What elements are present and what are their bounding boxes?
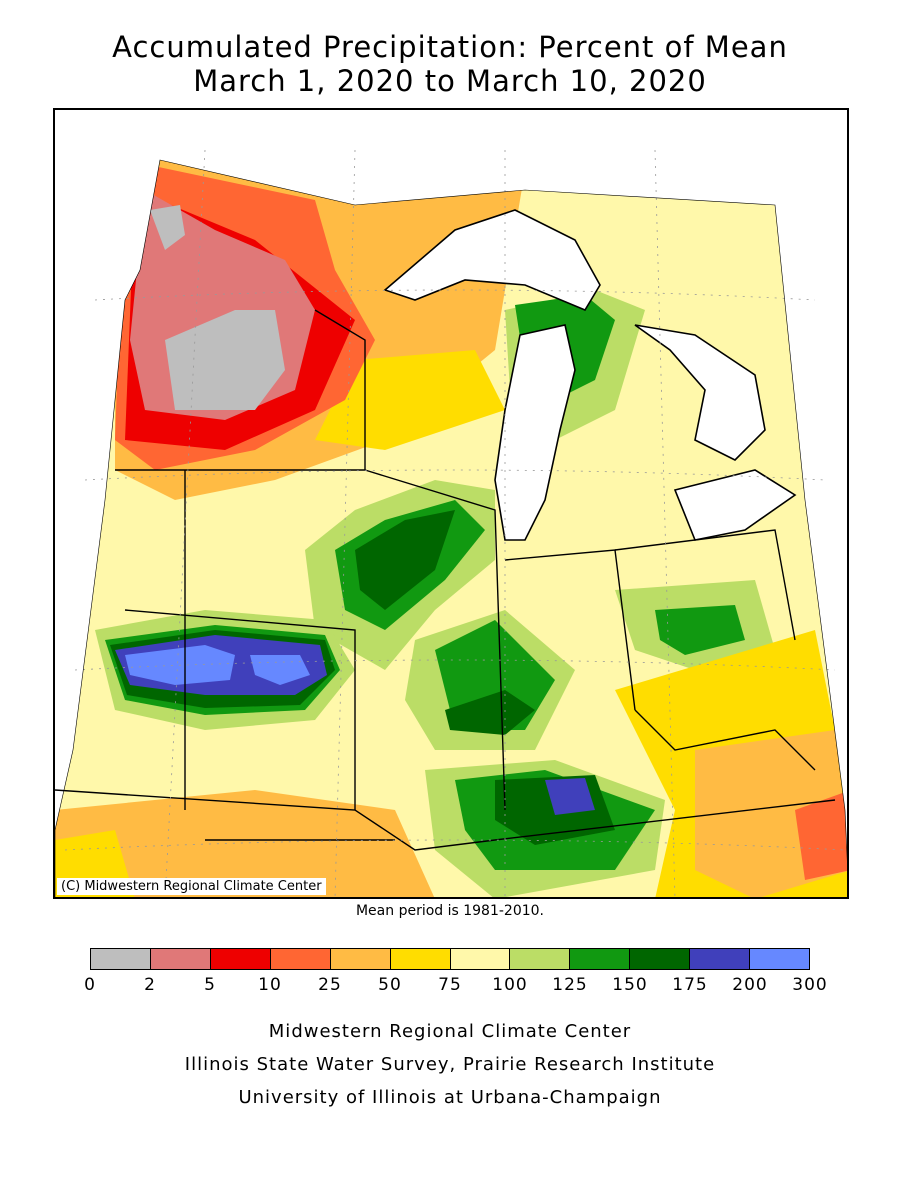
mean-period-note: Mean period is 1981-2010. <box>355 903 545 919</box>
legend-swatch-7 <box>510 949 571 969</box>
legend-swatch-4 <box>330 949 391 969</box>
map-title-line2: March 1, 2020 to March 10, 2020 <box>193 64 707 98</box>
legend-tick-25: 25 <box>318 975 342 995</box>
legend-tick-5: 5 <box>204 975 216 995</box>
legend-tick-2: 2 <box>144 975 156 995</box>
map-canvas <box>55 149 847 897</box>
legend-tick-0: 0 <box>84 975 96 995</box>
footer-line3: University of Illinois at Urbana-Champai… <box>238 1087 662 1108</box>
legend-tick-300: 300 <box>792 975 828 995</box>
legend-tick-10: 10 <box>258 975 282 995</box>
map-title-line1: Accumulated Precipitation: Percent of Me… <box>112 30 788 64</box>
legend-swatch-1 <box>150 949 211 969</box>
legend-tick-125: 125 <box>552 975 588 995</box>
legend-tick-labels: 0 2 5 10 25 50 75 100 125 150 175 200 300 <box>0 975 900 999</box>
legend-swatch-10 <box>690 949 751 969</box>
legend-swatch-0 <box>91 949 151 969</box>
legend-swatch-6 <box>450 949 511 969</box>
color-legend <box>90 948 810 970</box>
legend-tick-50: 50 <box>378 975 402 995</box>
legend-tick-200: 200 <box>732 975 768 995</box>
lat-lon-grid <box>64 149 846 897</box>
legend-tick-150: 150 <box>612 975 648 995</box>
footer-line2: Illinois State Water Survey, Prairie Res… <box>184 1054 716 1075</box>
footer-line1: Midwestern Regional Climate Center <box>268 1021 632 1042</box>
legend-swatch-8 <box>570 949 631 969</box>
great-lakes <box>383 209 797 541</box>
domain-edge <box>55 159 847 897</box>
legend-swatch-5 <box>390 949 451 969</box>
legend-tick-175: 175 <box>672 975 708 995</box>
precipitation-map: (C) Midwestern Regional Climate Center <box>53 108 849 899</box>
legend-swatch-2 <box>210 949 271 969</box>
state-borders <box>55 309 836 851</box>
legend-swatch-9 <box>630 949 691 969</box>
legend-swatch-11 <box>750 949 810 969</box>
legend-swatch-3 <box>270 949 331 969</box>
legend-tick-100: 100 <box>492 975 528 995</box>
copyright-label: (C) Midwestern Regional Climate Center <box>57 878 326 895</box>
legend-tick-75: 75 <box>438 975 462 995</box>
